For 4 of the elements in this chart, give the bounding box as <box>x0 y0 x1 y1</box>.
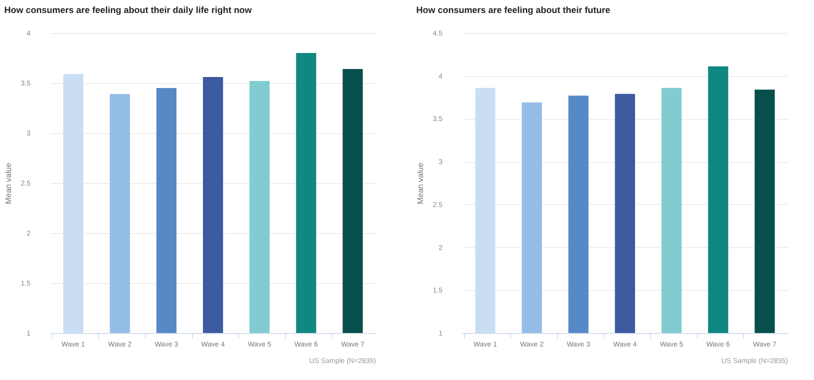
chart-title: How consumers are feeling about their future <box>416 5 610 15</box>
y-axis-title: Mean value <box>4 162 13 204</box>
chart-title: How consumers are feeling about their daily life right now <box>4 5 253 15</box>
y-axis-title: Mean value <box>416 162 425 204</box>
